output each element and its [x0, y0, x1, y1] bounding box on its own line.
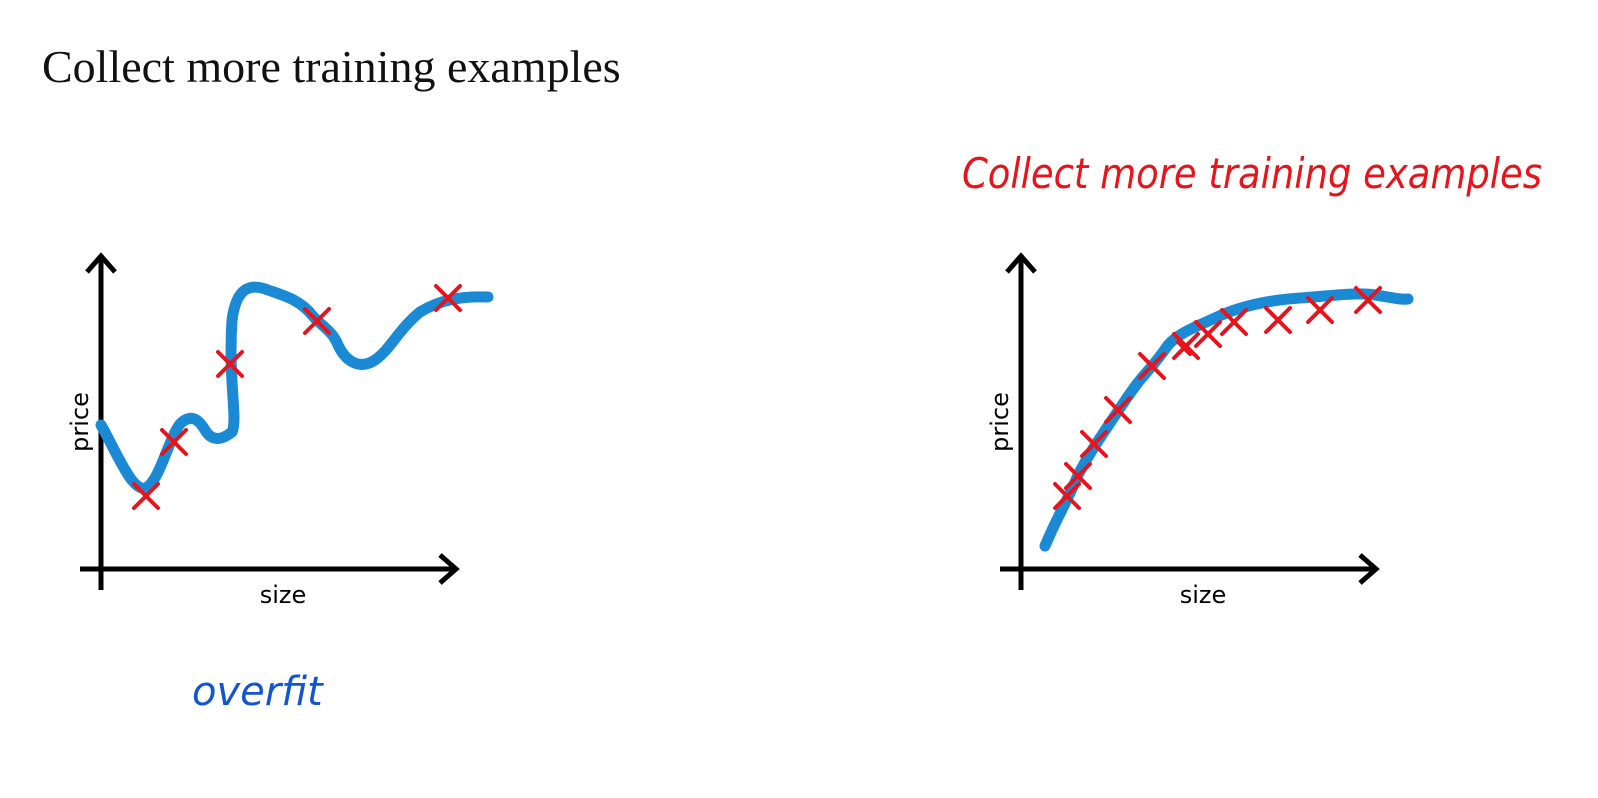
overfit-annotation: overfit: [192, 669, 324, 715]
right-point-10: [1306, 296, 1334, 324]
right-point-11: [1354, 286, 1382, 314]
left-point-5: [434, 284, 462, 312]
left-data-points: [132, 284, 462, 510]
left-x-label: size: [260, 581, 307, 609]
left-point-3: [216, 350, 244, 378]
left-point-1: [132, 482, 160, 510]
collect-more-annotation: Collect more training examples: [962, 149, 1542, 198]
right-point-12: [1176, 340, 1192, 356]
right-point-5: [1138, 352, 1166, 380]
left-point-2: [160, 428, 188, 456]
right-y-axis: [1005, 252, 1037, 590]
left-y-arrowhead: [85, 252, 117, 274]
right-point-4: [1104, 396, 1132, 424]
left-plot: size price overfit: [66, 252, 494, 715]
right-point-1: [1053, 482, 1081, 510]
left-y-label: price: [66, 392, 94, 452]
right-data-points: [1053, 286, 1382, 510]
right-x-label: size: [1180, 581, 1227, 609]
right-plot: size price Collect more training example…: [962, 149, 1542, 609]
right-point-3: [1080, 430, 1108, 458]
right-y-arrowhead: [1005, 252, 1037, 274]
left-x-arrowhead: [438, 553, 460, 585]
right-fit-curve: [1039, 288, 1414, 552]
left-x-axis: [80, 553, 460, 585]
right-point-7: [1194, 320, 1222, 348]
right-point-8: [1220, 308, 1248, 336]
right-x-arrowhead: [1358, 553, 1380, 585]
right-point-2: [1064, 462, 1092, 490]
right-y-label: price: [986, 392, 1014, 452]
right-x-axis: [1000, 553, 1380, 585]
slide-title: Collect more training examples: [42, 41, 621, 92]
left-fit-curve: [95, 281, 494, 494]
left-point-4: [303, 307, 331, 335]
right-point-9: [1264, 306, 1292, 334]
